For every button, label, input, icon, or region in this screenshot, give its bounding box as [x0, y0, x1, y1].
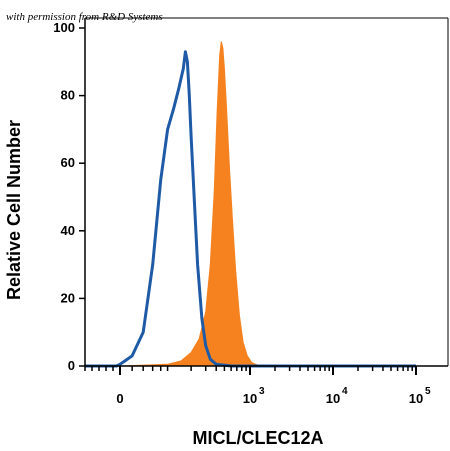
- x-tick-label: 0: [116, 391, 123, 406]
- y-tick-label: 60: [61, 155, 75, 170]
- y-tick-label: 20: [61, 290, 75, 305]
- credit-text: with permission from R&D Systems: [6, 11, 163, 23]
- control-histogram-line: [85, 50, 416, 368]
- y-tick-label: 0: [68, 358, 75, 373]
- series-layer: [85, 41, 416, 368]
- y-tick-label: 80: [61, 88, 75, 103]
- x-tick-exponent: 3: [259, 386, 265, 397]
- y-axis-title: Relative Cell Number: [4, 120, 24, 300]
- x-tick-label: 10: [243, 391, 257, 406]
- x-tick-label: 10: [326, 391, 340, 406]
- x-tick-exponent: 4: [342, 386, 348, 397]
- stained-histogram-fill: [85, 41, 416, 367]
- y-tick-label: 100: [53, 20, 75, 35]
- x-tick-exponent: 5: [425, 386, 431, 397]
- y-tick-label: 40: [61, 223, 75, 238]
- x-tick-label: 10: [409, 391, 423, 406]
- x-axis-title: MICL/CLEC12A: [192, 428, 323, 448]
